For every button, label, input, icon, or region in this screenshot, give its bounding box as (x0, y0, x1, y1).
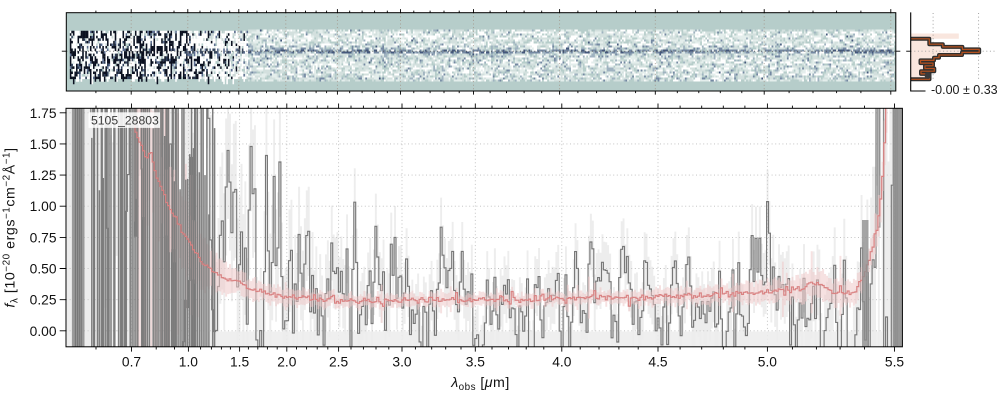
svg-text:0.7: 0.7 (122, 354, 141, 369)
svg-text:0.00: 0.00 (30, 324, 57, 339)
svg-text:λobs [μm]: λobs [μm] (450, 375, 510, 393)
svg-text:5.0: 5.0 (758, 354, 778, 369)
svg-text:5105_28803: 5105_28803 (91, 113, 159, 127)
svg-text:4.5: 4.5 (648, 354, 668, 369)
svg-text:-0.00 ± 0.33: -0.00 ± 0.33 (931, 83, 998, 97)
svg-text:2.5: 2.5 (329, 354, 349, 369)
svg-text:0.50: 0.50 (30, 262, 57, 277)
svg-text:5.5: 5.5 (885, 354, 905, 369)
svg-text:fλ [10−20 ergs−1cm−2Å−1]: fλ [10−20 ergs−1cm−2Å−1] (1, 147, 20, 307)
svg-text:2.0: 2.0 (277, 354, 297, 369)
svg-text:1.5: 1.5 (230, 354, 250, 369)
svg-text:3.5: 3.5 (466, 354, 486, 369)
svg-text:0.75: 0.75 (30, 230, 57, 245)
svg-text:1.75: 1.75 (30, 106, 57, 121)
svg-text:4.0: 4.0 (552, 354, 572, 369)
svg-text:1.0: 1.0 (179, 354, 199, 369)
svg-text:1.25: 1.25 (30, 168, 57, 183)
svg-text:3.0: 3.0 (392, 354, 412, 369)
svg-text:0.25: 0.25 (30, 293, 57, 308)
svg-text:1.00: 1.00 (30, 199, 57, 214)
svg-text:1.50: 1.50 (30, 137, 57, 152)
